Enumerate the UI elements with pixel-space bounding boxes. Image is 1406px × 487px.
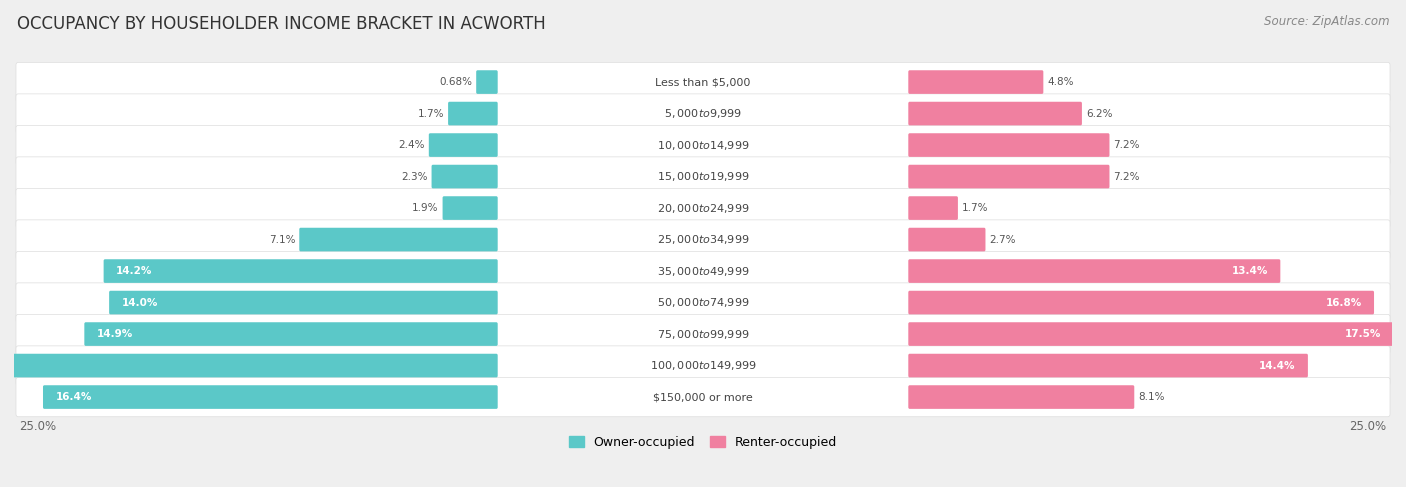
Text: $5,000 to $9,999: $5,000 to $9,999 (664, 107, 742, 120)
Text: $15,000 to $19,999: $15,000 to $19,999 (657, 170, 749, 183)
FancyBboxPatch shape (15, 188, 1391, 228)
Text: 14.0%: 14.0% (121, 298, 157, 308)
FancyBboxPatch shape (15, 251, 1391, 291)
Text: $35,000 to $49,999: $35,000 to $49,999 (657, 264, 749, 278)
Text: 13.4%: 13.4% (1232, 266, 1268, 276)
Text: 7.2%: 7.2% (1114, 140, 1140, 150)
Text: 16.4%: 16.4% (55, 392, 91, 402)
FancyBboxPatch shape (908, 70, 1043, 94)
FancyBboxPatch shape (908, 196, 957, 220)
FancyBboxPatch shape (908, 165, 1109, 188)
Text: OCCUPANCY BY HOUSEHOLDER INCOME BRACKET IN ACWORTH: OCCUPANCY BY HOUSEHOLDER INCOME BRACKET … (17, 15, 546, 33)
FancyBboxPatch shape (110, 291, 498, 315)
Text: 14.9%: 14.9% (97, 329, 134, 339)
FancyBboxPatch shape (299, 228, 498, 251)
FancyBboxPatch shape (15, 346, 1391, 385)
Text: 1.7%: 1.7% (418, 109, 444, 118)
Text: 4.8%: 4.8% (1047, 77, 1074, 87)
Text: $150,000 or more: $150,000 or more (654, 392, 752, 402)
Text: $100,000 to $149,999: $100,000 to $149,999 (650, 359, 756, 372)
FancyBboxPatch shape (443, 196, 498, 220)
FancyBboxPatch shape (429, 133, 498, 157)
Text: 7.2%: 7.2% (1114, 171, 1140, 182)
FancyBboxPatch shape (15, 220, 1391, 259)
FancyBboxPatch shape (449, 102, 498, 125)
Text: 0.68%: 0.68% (439, 77, 472, 87)
Text: $75,000 to $99,999: $75,000 to $99,999 (657, 328, 749, 340)
FancyBboxPatch shape (432, 165, 498, 188)
FancyBboxPatch shape (908, 133, 1109, 157)
Text: 8.1%: 8.1% (1139, 392, 1166, 402)
Text: 16.8%: 16.8% (1326, 298, 1361, 308)
Text: 2.3%: 2.3% (401, 171, 427, 182)
FancyBboxPatch shape (908, 102, 1083, 125)
Text: Source: ZipAtlas.com: Source: ZipAtlas.com (1264, 15, 1389, 28)
FancyBboxPatch shape (15, 283, 1391, 322)
FancyBboxPatch shape (0, 354, 498, 377)
FancyBboxPatch shape (15, 94, 1391, 133)
Legend: Owner-occupied, Renter-occupied: Owner-occupied, Renter-occupied (564, 431, 842, 454)
Text: 1.7%: 1.7% (962, 203, 988, 213)
FancyBboxPatch shape (477, 70, 498, 94)
Text: 2.4%: 2.4% (398, 140, 425, 150)
Text: 14.2%: 14.2% (117, 266, 152, 276)
FancyBboxPatch shape (908, 259, 1281, 283)
FancyBboxPatch shape (908, 354, 1308, 377)
FancyBboxPatch shape (84, 322, 498, 346)
FancyBboxPatch shape (908, 385, 1135, 409)
Text: 7.1%: 7.1% (269, 235, 295, 244)
FancyBboxPatch shape (908, 291, 1374, 315)
Text: 25.0%: 25.0% (20, 420, 56, 433)
Text: 2.7%: 2.7% (990, 235, 1017, 244)
FancyBboxPatch shape (15, 377, 1391, 417)
Text: $20,000 to $24,999: $20,000 to $24,999 (657, 202, 749, 215)
Text: $10,000 to $14,999: $10,000 to $14,999 (657, 139, 749, 151)
FancyBboxPatch shape (908, 228, 986, 251)
FancyBboxPatch shape (104, 259, 498, 283)
FancyBboxPatch shape (44, 385, 498, 409)
Text: 1.9%: 1.9% (412, 203, 439, 213)
FancyBboxPatch shape (908, 322, 1393, 346)
FancyBboxPatch shape (15, 315, 1391, 354)
FancyBboxPatch shape (15, 157, 1391, 196)
Text: 14.4%: 14.4% (1258, 360, 1295, 371)
FancyBboxPatch shape (15, 125, 1391, 165)
Text: 25.0%: 25.0% (1350, 420, 1386, 433)
Text: Less than $5,000: Less than $5,000 (655, 77, 751, 87)
FancyBboxPatch shape (15, 62, 1391, 102)
Text: $25,000 to $34,999: $25,000 to $34,999 (657, 233, 749, 246)
Text: 6.2%: 6.2% (1085, 109, 1112, 118)
Text: 17.5%: 17.5% (1344, 329, 1381, 339)
Text: $50,000 to $74,999: $50,000 to $74,999 (657, 296, 749, 309)
